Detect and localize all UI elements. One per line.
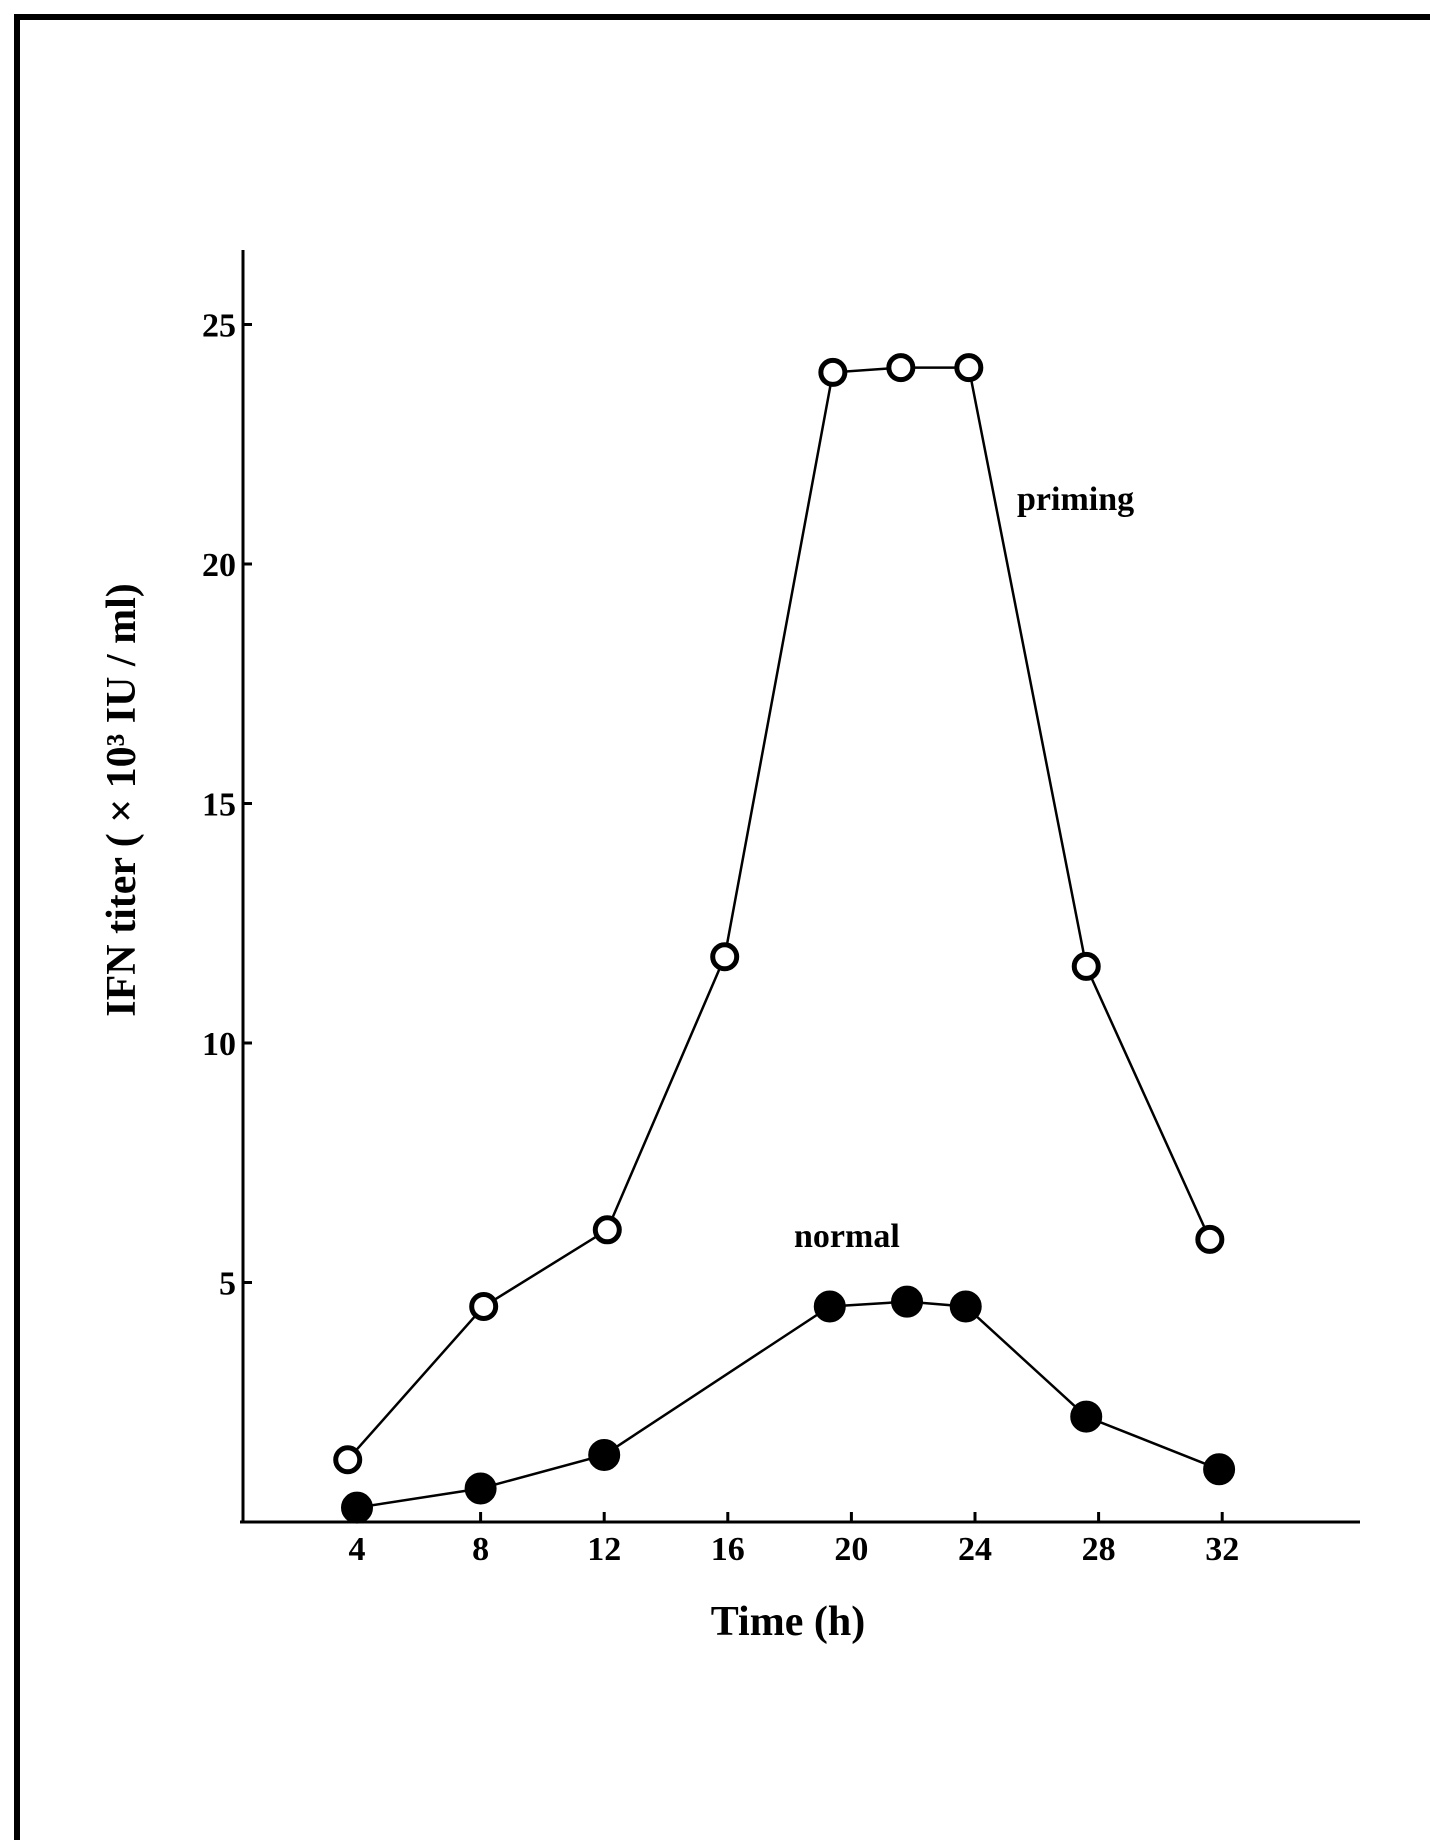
x-tick-label: 16 bbox=[711, 1531, 745, 1568]
y-tick-label: 15 bbox=[202, 787, 236, 824]
x-tick-label: 28 bbox=[1082, 1531, 1116, 1568]
data-point-normal bbox=[891, 1285, 924, 1318]
series-label-normal: normal bbox=[794, 1218, 900, 1255]
data-point-priming bbox=[710, 942, 740, 972]
x-tick-label: 4 bbox=[349, 1531, 366, 1568]
y-tick-label: 20 bbox=[202, 547, 236, 584]
data-point-priming bbox=[1071, 951, 1101, 981]
data-point-normal bbox=[464, 1472, 497, 1505]
data-point-normal bbox=[1070, 1400, 1103, 1433]
y-axis-ticks: 5 10 15 20 25 bbox=[202, 308, 252, 1303]
data-point-priming bbox=[333, 1445, 363, 1475]
data-point-normal bbox=[588, 1438, 621, 1471]
series-line-normal bbox=[356, 1300, 1220, 1509]
frame-top-border bbox=[14, 14, 1430, 20]
data-point-priming bbox=[954, 353, 984, 383]
y-tick-label: 25 bbox=[202, 308, 236, 345]
frame-left-border bbox=[14, 14, 20, 1840]
data-point-normal bbox=[1203, 1453, 1236, 1486]
series-points bbox=[333, 353, 1236, 1524]
x-tick-label: 12 bbox=[587, 1531, 621, 1568]
x-tick-label: 32 bbox=[1205, 1531, 1239, 1568]
data-point-normal bbox=[949, 1290, 982, 1323]
data-point-priming bbox=[818, 357, 848, 387]
data-point-priming bbox=[592, 1215, 622, 1245]
series-label-priming: priming bbox=[1017, 481, 1134, 518]
y-tick-label: 5 bbox=[219, 1266, 236, 1303]
x-tick-label: 24 bbox=[958, 1531, 992, 1568]
data-point-priming bbox=[886, 353, 916, 383]
x-tick-label: 8 bbox=[472, 1531, 489, 1568]
y-tick-label: 10 bbox=[202, 1026, 236, 1063]
x-axis-ticks: 4 8 12 16 20 24 28 32 bbox=[349, 1512, 1239, 1568]
x-axis-title: Time (h) bbox=[711, 1599, 865, 1645]
data-point-priming bbox=[469, 1291, 499, 1321]
data-point-priming bbox=[1195, 1224, 1225, 1254]
x-tick-label: 20 bbox=[834, 1531, 868, 1568]
data-point-normal bbox=[341, 1491, 373, 1524]
series-lines bbox=[346, 366, 1220, 1509]
data-point-normal bbox=[813, 1290, 846, 1323]
y-axis-title: IFN titer ( × 10³ IU / ml) bbox=[99, 583, 145, 1017]
